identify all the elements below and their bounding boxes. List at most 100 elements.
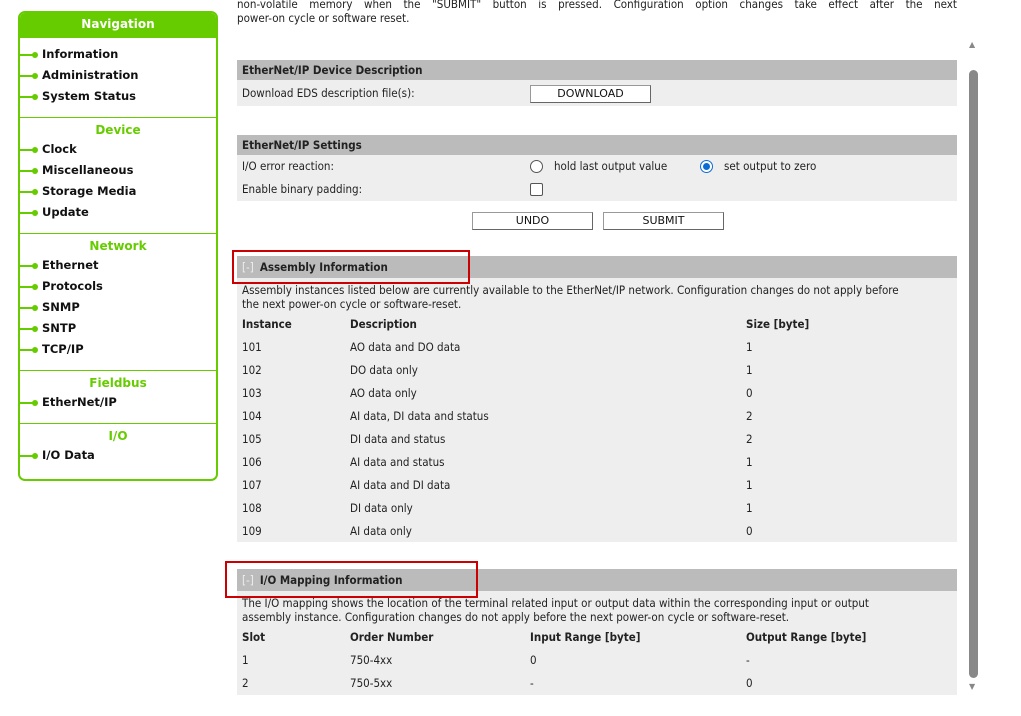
nav-item[interactable]: Ethernet [20, 255, 216, 276]
download-eds-label: Download EDS description file(s): [242, 86, 415, 100]
table-cell: 0 [530, 653, 537, 667]
download-button[interactable]: DOWNLOAD [530, 85, 651, 103]
table-cell: AI data and status [350, 455, 445, 469]
table-cell: 104 [242, 409, 262, 423]
radio-set-output-zero[interactable] [700, 160, 713, 173]
table-cell: DI data only [350, 501, 413, 515]
assembly-description: Assembly instances listed below are curr… [242, 283, 954, 311]
bullet-icon [20, 73, 38, 79]
bullet-icon [20, 400, 38, 406]
bullet-icon [20, 147, 38, 153]
table-cell: DI data and status [350, 432, 446, 446]
nav-group: Device Clock Miscellaneous Storage Media Upd… [20, 117, 216, 233]
nav-item[interactable]: I/O Data [20, 445, 216, 466]
settings-header: EtherNet/IP Settings [237, 135, 957, 155]
nav-item-label: Ethernet [42, 258, 99, 272]
device-description-header: EtherNet/IP Device Description [237, 60, 957, 80]
table-cell: 1 [746, 455, 753, 469]
binary-padding-checkbox[interactable] [530, 183, 543, 196]
column-header: Input Range [byte] [530, 630, 641, 644]
nav-item-label: TCP/IP [42, 342, 84, 356]
nav-item[interactable]: Information [20, 44, 216, 65]
submit-button[interactable]: SUBMIT [603, 212, 724, 230]
nav-item-label: Storage Media [42, 184, 137, 198]
nav-item-label: System Status [42, 89, 136, 103]
bullet-icon [20, 94, 38, 100]
table-cell: 106 [242, 455, 262, 469]
table-cell: 1 [242, 653, 249, 667]
column-header: Description [350, 317, 417, 331]
mapping-desc-2: assembly instance. Configuration changes… [242, 610, 790, 624]
nav-item[interactable]: Protocols [20, 276, 216, 297]
table-cell: - [530, 676, 534, 690]
nav-item-label: I/O Data [42, 448, 95, 462]
mapping-collapse-toggle[interactable]: [-] [242, 573, 254, 587]
bullet-icon [20, 210, 38, 216]
nav-item-label: Clock [42, 142, 77, 156]
table-cell: - [746, 653, 750, 667]
set-output-zero-label[interactable]: set output to zero [724, 159, 817, 173]
table-cell: 109 [242, 524, 262, 538]
intro-line-1: non-volatile memory when the "SUBMIT" bu… [237, 0, 957, 11]
navigation-title: Navigation [20, 13, 216, 38]
intro-text: non-volatile memory when the "SUBMIT" bu… [237, 0, 957, 25]
nav-item[interactable]: System Status [20, 86, 216, 107]
table-cell: 102 [242, 363, 262, 377]
nav-item[interactable]: SNTP [20, 318, 216, 339]
radio-hold-last-output[interactable] [530, 160, 543, 173]
table-cell: 101 [242, 340, 262, 354]
nav-item-label: Administration [42, 68, 139, 82]
bullet-icon [20, 326, 38, 332]
nav-item[interactable]: Update [20, 202, 216, 223]
mapping-panel: The I/O mapping shows the location of th… [237, 591, 957, 695]
assembly-collapse-toggle[interactable]: [-] [242, 260, 254, 274]
nav-item-label: SNTP [42, 321, 77, 335]
table-cell: 103 [242, 386, 262, 400]
highlight-box-assembly [232, 250, 470, 284]
nav-item[interactable]: TCP/IP [20, 339, 216, 360]
scroll-up-arrow-icon[interactable]: ▲ [969, 40, 976, 49]
nav-group-title: Network [89, 239, 147, 253]
column-header: Instance [242, 317, 292, 331]
bullet-icon [20, 347, 38, 353]
nav-item[interactable]: Storage Media [20, 181, 216, 202]
nav-item[interactable]: Miscellaneous [20, 160, 216, 181]
assembly-title: Assembly Information [259, 260, 388, 274]
column-header: Slot [242, 630, 266, 644]
device-description-panel: Download EDS description file(s): DOWNLO… [237, 80, 957, 106]
undo-button[interactable]: UNDO [472, 212, 593, 230]
table-cell: 1 [746, 478, 753, 492]
table-cell: 2 [242, 676, 249, 690]
binary-padding-label: Enable binary padding: [242, 182, 363, 196]
table-cell: 2 [746, 409, 753, 423]
table-cell: 105 [242, 432, 262, 446]
table-cell: 750-5xx [350, 676, 393, 690]
assembly-desc-1: Assembly instances listed below are curr… [242, 283, 899, 297]
nav-group: I/O I/O Data [20, 423, 216, 476]
bullet-icon [20, 305, 38, 311]
nav-item[interactable]: Administration [20, 65, 216, 86]
nav-item[interactable]: Clock [20, 139, 216, 160]
nav-item-label: Protocols [42, 279, 103, 293]
settings-panel: I/O error reaction: hold last output val… [237, 155, 957, 201]
nav-item[interactable]: EtherNet/IP [20, 392, 216, 413]
table-cell: AI data and DI data [350, 478, 451, 492]
scroll-down-arrow-icon[interactable]: ▼ [969, 682, 976, 691]
nav-item-label: Information [42, 47, 119, 61]
navigation-panel: Navigation Information Administration Syst… [18, 11, 218, 481]
nav-group: Network Ethernet Protocols SNMP SNTP TCP/IP [20, 233, 216, 370]
scrollbar[interactable]: ▲ ▼ [966, 36, 980, 696]
table-cell: AO data and DO data [350, 340, 461, 354]
assembly-panel: Assembly instances listed below are curr… [237, 278, 957, 542]
hold-last-output-label[interactable]: hold last output value [554, 159, 668, 173]
nav-item[interactable]: SNMP [20, 297, 216, 318]
table-cell: AO data only [350, 386, 417, 400]
mapping-desc-1: The I/O mapping shows the location of th… [242, 596, 869, 610]
bullet-icon [20, 189, 38, 195]
table-cell: 107 [242, 478, 262, 492]
nav-group: Information Administration System Status [20, 38, 216, 117]
nav-group: Fieldbus EtherNet/IP [20, 370, 216, 423]
scrollbar-thumb[interactable] [969, 70, 978, 678]
table-cell: 750-4xx [350, 653, 393, 667]
assembly-desc-2: the next power-on cycle or software-rese… [242, 297, 462, 311]
